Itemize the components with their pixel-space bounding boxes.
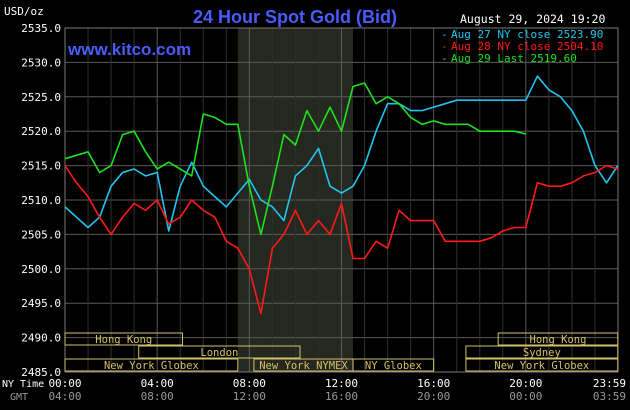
x-tick-label-gmt: 08:00	[141, 390, 174, 403]
session-bar	[497, 332, 619, 346]
x-tick-label-gmt: 00:00	[509, 390, 542, 403]
y-tick-label: 2525.0	[21, 91, 61, 104]
y-tick-label: 2500.0	[21, 263, 61, 276]
session-bar	[465, 345, 619, 359]
session-label: Hong Kong	[95, 334, 152, 346]
y-tick-label: 2520.0	[21, 125, 61, 138]
x-tick-label-gmt: 12:00	[233, 390, 266, 403]
x-tick-label-gmt: 16:00	[325, 390, 358, 403]
x-tick-label-gmt: 04:00	[48, 390, 81, 403]
plot-frame	[64, 27, 619, 373]
session-label: New York Globex	[104, 360, 199, 372]
y-axis-label: USD/oz	[4, 5, 44, 18]
date-label: August 29, 2024 19:20	[460, 12, 605, 26]
ny-time-label: NY Time	[2, 379, 44, 390]
x-tick-label-ny: 00:00	[48, 377, 81, 390]
legend-entry-aug27: Aug 27 NY close 2523.90	[451, 28, 603, 41]
session-label: NY Globex	[365, 360, 422, 372]
chart-title: 24 Hour Spot Gold (Bid)	[193, 7, 397, 27]
legend: - Aug 27 NY close 2523.90 - Aug 28 NY cl…	[441, 28, 603, 65]
session-bar	[64, 332, 184, 346]
y-tick-label: 2490.0	[21, 332, 61, 345]
gmt-label: GMT	[10, 392, 28, 403]
x-tick-label-ny: 04:00	[141, 377, 174, 390]
watermark-url: www.kitco.com	[67, 40, 191, 59]
session-label: Sydney	[523, 347, 561, 359]
y-tick-label: 2530.0	[21, 56, 61, 69]
session-bar	[138, 345, 301, 359]
y-tick-label: 2510.0	[21, 194, 61, 207]
x-tick-label-ny: 12:00	[325, 377, 358, 390]
legend-marker-aug27: -	[441, 28, 448, 41]
legend-marker-aug29: -	[441, 52, 448, 65]
x-tick-label-ny: 16:00	[417, 377, 450, 390]
y-tick-label: 2505.0	[21, 228, 61, 241]
y-tick-label: 2515.0	[21, 160, 61, 173]
y-tick-labels: 2535.0 2530.0 2525.0 2520.0 2515.0 2510.0 2505…	[21, 22, 61, 379]
session-label: London	[200, 347, 238, 359]
legend-marker-aug28: -	[441, 40, 448, 53]
session-label: New York NYMEX	[259, 360, 348, 372]
y-tick-label: 2485.0	[21, 366, 61, 379]
legend-entry-aug28: Aug 28 NY close 2504.10	[451, 40, 603, 53]
x-tick-label-ny: 08:00	[233, 377, 266, 390]
x-tick-labels: 00:0004:0004:0008:0008:0012:0012:0016:00…	[48, 377, 626, 403]
session-bar	[64, 358, 239, 372]
x-tick-label-gmt: 20:00	[417, 390, 450, 403]
session-label: Hong Kong	[530, 334, 587, 346]
session-label: New York Globex	[494, 360, 589, 372]
session-bar	[465, 358, 619, 372]
series-lines	[64, 75, 619, 315]
x-tick-label-ny: 23:59	[593, 377, 626, 390]
legend-entry-aug29: Aug 29 Last 2519.60	[451, 52, 577, 65]
series-line-1	[64, 75, 619, 232]
session-bar	[352, 358, 435, 372]
series-line-2	[64, 164, 619, 315]
x-tick-label-gmt: 03:59	[593, 390, 626, 403]
y-tick-label: 2535.0	[21, 22, 61, 35]
series-line-3	[64, 82, 526, 236]
x-tick-label-ny: 20:00	[509, 377, 542, 390]
y-tick-label: 2495.0	[21, 297, 61, 310]
